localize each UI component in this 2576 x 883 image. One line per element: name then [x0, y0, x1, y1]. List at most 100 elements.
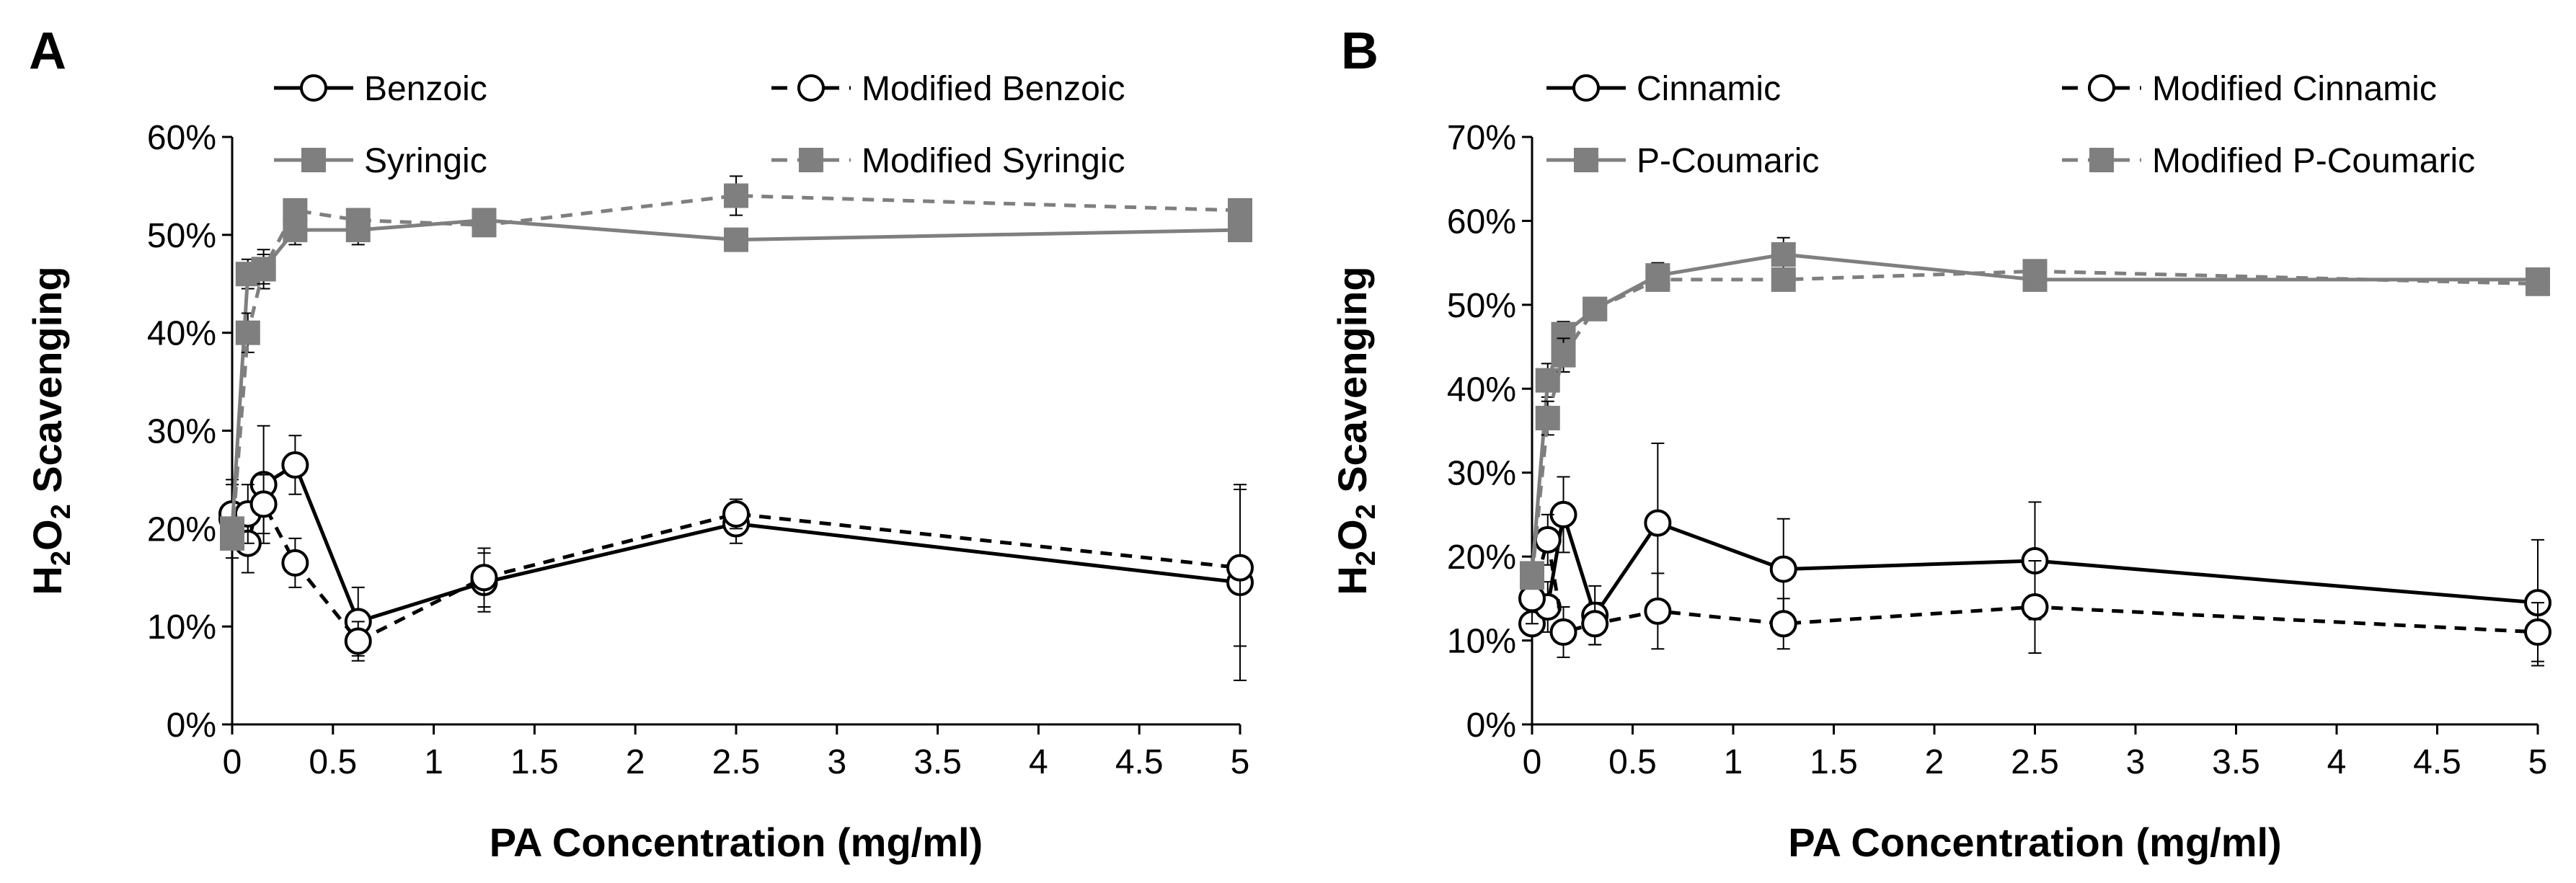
legend-label: Modified P-Coumaric	[2152, 142, 2475, 180]
x-tick-label: 3	[827, 743, 846, 781]
y-tick-label: 0%	[167, 706, 216, 745]
x-tick-label: 3	[2126, 743, 2146, 781]
y-axis-title: H2O2 Scavenging	[25, 266, 76, 595]
data-point	[1644, 597, 1672, 625]
y-axis-title-subscript: 2	[46, 504, 76, 519]
data-point	[2526, 271, 2550, 296]
legend-marker	[1572, 74, 1600, 102]
x-tick-label: 4.5	[2413, 743, 2461, 781]
x-axis-title: PA Concentration (mg/ml)	[1788, 820, 2281, 865]
data-point	[283, 198, 308, 223]
series-modified-cinnamic	[1518, 513, 2551, 662]
legend-entry-syringic: Syringic	[274, 142, 487, 180]
data-point	[472, 213, 497, 238]
y-axis-title-part: H	[1329, 566, 1375, 595]
data-point	[1228, 198, 1252, 223]
series-modified-p-coumaric	[1520, 259, 2550, 590]
y-axis-title-subscript: 2	[46, 551, 76, 566]
data-point	[1581, 610, 1609, 638]
legend-entry-modified-cinnamic: Modified Cinnamic	[2062, 70, 2437, 108]
data-point	[1769, 610, 1797, 638]
y-tick-label: 30%	[147, 413, 216, 451]
data-point	[1645, 267, 1670, 292]
data-point	[1533, 525, 1562, 554]
series-benzoic	[218, 425, 1254, 681]
data-point	[1583, 296, 1608, 321]
data-point	[1549, 500, 1577, 528]
data-point	[1771, 267, 1796, 292]
panel-b: B 0% 10% 20% 30% 40% 50% 60% 70% 0 0.5 1 1.5 2 2.5 3 3.5…	[1329, 22, 2551, 865]
legend-entry-modified-benzoic: Modified Benzoic	[771, 70, 1125, 108]
y-axis-title-part: Scavenging	[1329, 266, 1375, 504]
y-axis-title-subscript: 2	[1351, 551, 1381, 566]
legend-entry-modified-syringic: Modified Syringic	[771, 142, 1125, 180]
y-tick-label: 50%	[1447, 287, 1516, 325]
data-point	[470, 564, 498, 592]
data-point	[220, 525, 244, 551]
data-point	[344, 627, 372, 655]
x-tick-label: 5	[2528, 743, 2548, 781]
y-axis-title-part: H	[25, 566, 70, 595]
y-tick-label: 10%	[147, 608, 216, 647]
data-point	[1518, 585, 1546, 613]
legend-marker	[301, 148, 326, 172]
x-tick-label: 0.5	[1608, 743, 1657, 781]
series-line	[230, 194, 1241, 539]
y-tick-label: 20%	[147, 510, 216, 549]
panel-a: A 0% 10% 20% 30% 40% 50% 60% 0 0.5 1 1.5 2 2.5 3 3.5 4 4.…	[25, 22, 1254, 865]
data-point	[2021, 593, 2049, 621]
legend-label: Benzoic	[364, 70, 487, 108]
x-tick-label: 3.5	[913, 743, 962, 781]
legend-marker	[300, 74, 327, 102]
x-tick-label: 1.5	[1810, 743, 1858, 781]
x-tick-label: 0	[223, 743, 242, 781]
series-line	[232, 502, 1241, 644]
data-point	[724, 227, 748, 252]
series-line	[1530, 538, 2539, 634]
y-tick-label: 20%	[1447, 538, 1516, 577]
data-point	[1520, 565, 1544, 590]
y-tick-label: 40%	[147, 315, 216, 353]
series-modified-benzoic	[218, 474, 1254, 662]
legend-label: P-Coumaric	[1637, 142, 1819, 180]
x-axis-title: PA Concentration (mg/ml)	[490, 820, 983, 865]
data-point	[1535, 406, 1560, 431]
data-point	[281, 549, 309, 577]
y-axis-title-part: Scavenging	[25, 266, 70, 504]
y-tick-label: 60%	[1447, 203, 1516, 241]
panel-label: B	[1341, 22, 1378, 80]
y-tick-label: 30%	[1447, 455, 1516, 493]
y-tick-label: 40%	[1447, 370, 1516, 409]
legend-marker	[1574, 148, 1598, 172]
x-tick-label: 5	[1231, 743, 1250, 781]
legend-marker	[797, 74, 825, 102]
y-axis-title-subscript: 2	[1351, 504, 1381, 519]
data-point	[249, 490, 278, 518]
legend-label: Syringic	[364, 142, 487, 180]
x-tick-label: 0	[1523, 743, 1542, 781]
legend-entry-modified-p-coumaric: Modified P-Coumaric	[2062, 142, 2475, 180]
data-point	[1226, 554, 1254, 582]
x-tick-label: 1	[424, 743, 443, 781]
data-point	[1769, 555, 1797, 583]
data-point	[1551, 342, 1576, 368]
data-point	[2524, 618, 2551, 646]
legend-label: Cinnamic	[1637, 70, 1781, 108]
x-tick-label: 4.5	[1115, 743, 1164, 781]
legend-marker	[799, 148, 823, 172]
x-tick-label: 4	[1029, 743, 1048, 781]
x-tick-label: 3.5	[2212, 743, 2260, 781]
legend-label: Modified Cinnamic	[2152, 70, 2437, 108]
data-point	[724, 183, 748, 208]
legend-marker	[2089, 148, 2114, 172]
y-tick-label: 70%	[1447, 119, 1516, 157]
x-tick-label: 0.5	[309, 743, 357, 781]
series-modified-syringic	[220, 175, 1252, 551]
data-point	[722, 500, 750, 528]
y-tick-label: 60%	[147, 119, 216, 157]
legend-entry-cinnamic: Cinnamic	[1546, 70, 1781, 108]
series-line	[1531, 513, 2539, 625]
x-tick-label: 1.5	[510, 743, 559, 781]
x-tick-label: 2	[626, 743, 645, 781]
